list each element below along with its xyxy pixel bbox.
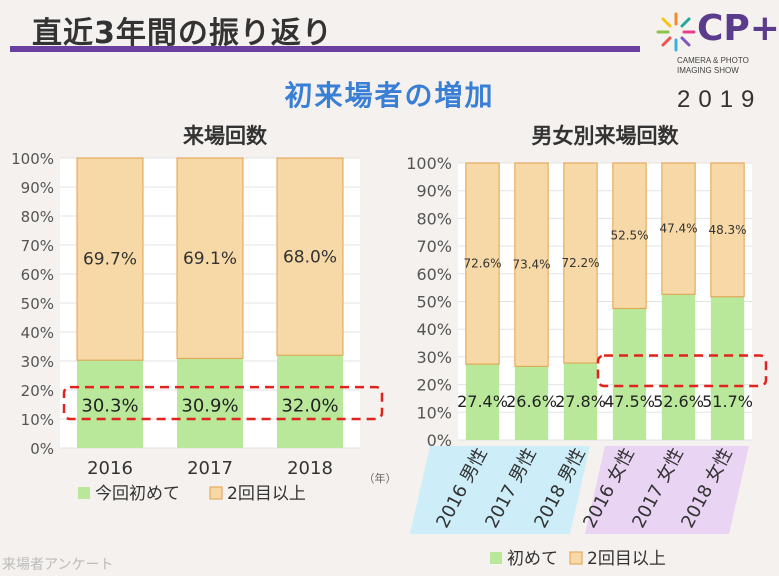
chart2-bar-repeat bbox=[710, 162, 745, 298]
chart2-bar-repeat bbox=[612, 162, 647, 309]
visit-count-chart: 0% 10% 20% 30% 40% 50% 60% 70% 80% 90% 100% 69.7% 69… bbox=[11, 150, 391, 504]
page-title: 直近3年間の振り返り bbox=[32, 16, 333, 51]
chart2-ytick-label: 80% bbox=[416, 209, 452, 228]
chart1-label-first: 32.0% bbox=[281, 396, 338, 417]
chart2-legend-repeat: 2回目以上 bbox=[587, 549, 666, 569]
chart2-label-first: 27.4% bbox=[457, 392, 508, 411]
chart1-bar-first bbox=[177, 358, 243, 448]
chart1-legend-repeat: 2回目以上 bbox=[227, 484, 306, 504]
chart2-label-first: 51.7% bbox=[702, 392, 753, 411]
chart1-label-repeat: 68.0% bbox=[283, 247, 337, 267]
chart1-title: 来場回数 bbox=[183, 124, 267, 148]
chart1-legend-swatch-first bbox=[78, 487, 90, 499]
chart2-ytick-label: 100% bbox=[406, 154, 452, 173]
chart2-label-repeat: 72.2% bbox=[561, 256, 599, 270]
chart2-bar-first bbox=[710, 296, 745, 440]
chart2-ytick-label: 40% bbox=[416, 320, 452, 339]
chart2-bar-first bbox=[563, 362, 598, 440]
chart1-ytick-label: 40% bbox=[21, 324, 54, 342]
chart2-ytick-label: 50% bbox=[416, 293, 452, 312]
chart2-ytick-label: 20% bbox=[416, 376, 452, 395]
chart1-label-repeat: 69.1% bbox=[183, 249, 237, 269]
chart2-label-repeat: 73.4% bbox=[512, 258, 550, 272]
chart2-label-first: 27.8% bbox=[555, 392, 606, 411]
chart1-label-first: 30.9% bbox=[181, 396, 238, 417]
chart2-label-repeat: 48.3% bbox=[708, 223, 746, 237]
chart1-bar-first bbox=[77, 360, 143, 448]
chart2-bar-first bbox=[465, 364, 500, 440]
logo-year: 2019 bbox=[677, 86, 763, 113]
chart1-ytick-label: 80% bbox=[21, 208, 54, 226]
chart2-label-first: 47.5% bbox=[604, 392, 655, 411]
chart2-ytick-label: 70% bbox=[416, 237, 452, 256]
logo-text: CP+ bbox=[697, 8, 779, 49]
chart1-unit-label: （年） bbox=[364, 471, 391, 485]
chart2-bar-first bbox=[661, 294, 696, 440]
logo-subtitle: CAMERA & PHOTO IMAGING SHOW bbox=[677, 56, 749, 75]
chart1-legend-swatch-repeat bbox=[209, 486, 223, 500]
source-note: 来場者アンケート bbox=[2, 557, 114, 573]
chart1-label-repeat: 69.7% bbox=[83, 250, 137, 270]
chart2-female-band bbox=[585, 446, 749, 534]
chart1-highlight-box bbox=[62, 385, 384, 421]
chart1-ytick-label: 100% bbox=[11, 150, 54, 168]
chart2-bar-first bbox=[514, 366, 549, 440]
chart1-bar-repeat bbox=[76, 157, 144, 361]
chart2-ytick-label: 30% bbox=[416, 348, 452, 367]
chart1-ytick-label: 20% bbox=[21, 382, 54, 400]
chart2-ytick-label: 90% bbox=[416, 182, 452, 201]
chart2-label-first: 26.6% bbox=[506, 392, 557, 411]
cp-plus-logo: CP+ CAMERA & PHOTO IMAGING SHOW 2019 bbox=[652, 4, 779, 114]
chart1-bar-repeat bbox=[176, 157, 244, 359]
chart1-xtick-label: 2018 bbox=[287, 458, 333, 479]
chart2-label-repeat: 52.5% bbox=[610, 229, 648, 243]
chart2-bar-repeat bbox=[465, 162, 500, 365]
chart2-legend-first: 初めて bbox=[507, 549, 558, 569]
chart1-ytick-label: 50% bbox=[21, 295, 54, 313]
sparkle-icon bbox=[656, 12, 696, 52]
chart2-ytick-label: 0% bbox=[427, 431, 452, 450]
chart2-ytick-label: 60% bbox=[416, 265, 452, 284]
chart2-label-repeat: 72.6% bbox=[463, 257, 501, 271]
chart2-legend-swatch-repeat bbox=[569, 551, 583, 565]
chart1-xtick-label: 2017 bbox=[187, 458, 233, 479]
chart1-ytick-label: 10% bbox=[21, 411, 54, 429]
chart1-ytick-label: 30% bbox=[21, 353, 54, 371]
chart1-ytick-label: 90% bbox=[21, 179, 54, 197]
chart1-ytick-label: 70% bbox=[21, 237, 54, 255]
chart2-highlight-box bbox=[596, 354, 768, 388]
chart2-label-repeat: 47.4% bbox=[659, 222, 697, 236]
chart1-xtick-label: 2016 bbox=[87, 458, 133, 479]
chart2-bar-repeat bbox=[661, 162, 696, 295]
chart2-label-first: 52.6% bbox=[653, 392, 704, 411]
chart2-male-band bbox=[410, 446, 590, 534]
chart1-legend-first: 今回初めて bbox=[95, 484, 180, 504]
chart1-bar-first bbox=[277, 355, 343, 448]
chart2-bar-repeat bbox=[563, 162, 598, 364]
title-underline bbox=[10, 46, 640, 52]
chart1-ytick-label: 60% bbox=[21, 266, 54, 284]
chart1-bar-repeat bbox=[276, 157, 344, 356]
chart2-title: 男女別来場回数 bbox=[531, 124, 679, 148]
chart2-bar-repeat bbox=[514, 162, 549, 367]
chart2-bar-first bbox=[612, 308, 647, 440]
slide-subtitle: 初来場者の増加 bbox=[284, 79, 495, 112]
chart2-ytick-label: 10% bbox=[416, 403, 452, 422]
chart2-legend-swatch-first bbox=[490, 552, 502, 564]
chart1-ytick-label: 0% bbox=[30, 440, 54, 458]
gender-visit-chart: 0% 10% 20% 30% 40% 50% 60% 70% 80% 90% 100% 72.6% 73… bbox=[406, 154, 768, 569]
chart1-label-first: 30.3% bbox=[81, 396, 138, 417]
